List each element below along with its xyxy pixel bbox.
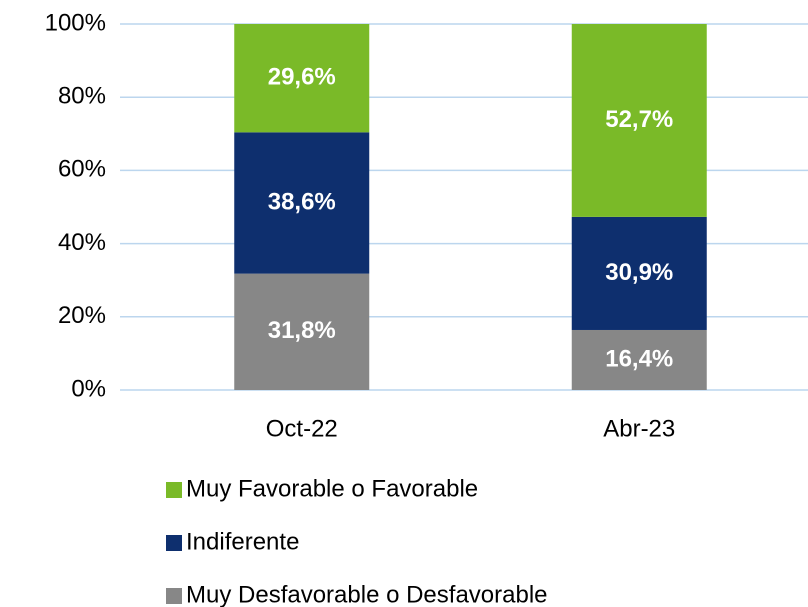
bar-segment [234, 24, 370, 133]
y-tick-label: 20% [58, 302, 106, 329]
legend-label: Muy Desfavorable o Desfavorable [186, 581, 548, 607]
bar-segment [571, 24, 707, 217]
legend-label: Indiferente [186, 528, 299, 555]
value-label: 38,6% [268, 188, 336, 215]
y-tick-label: 0% [71, 375, 106, 402]
x-tick-label: Oct-22 [266, 415, 338, 442]
bar-segment [234, 273, 370, 390]
value-label: 16,4% [605, 345, 673, 372]
legend-label: Muy Favorable o Favorable [186, 475, 478, 502]
bar-segment [571, 329, 707, 390]
value-label: 52,7% [605, 106, 673, 133]
value-label: 29,6% [268, 64, 336, 91]
y-tick-label: 100% [45, 9, 106, 36]
y-tick-label: 60% [58, 156, 106, 183]
bar-segment [571, 216, 707, 330]
value-label: 31,8% [268, 317, 336, 344]
legend-swatch [166, 588, 182, 604]
y-tick-label: 40% [58, 229, 106, 256]
legend-swatch [166, 535, 182, 551]
value-label: 30,9% [605, 259, 673, 286]
x-tick-label: Abr-23 [603, 415, 675, 442]
legend-swatch [166, 482, 182, 498]
bar-segment [234, 132, 370, 274]
y-tick-label: 80% [58, 83, 106, 110]
